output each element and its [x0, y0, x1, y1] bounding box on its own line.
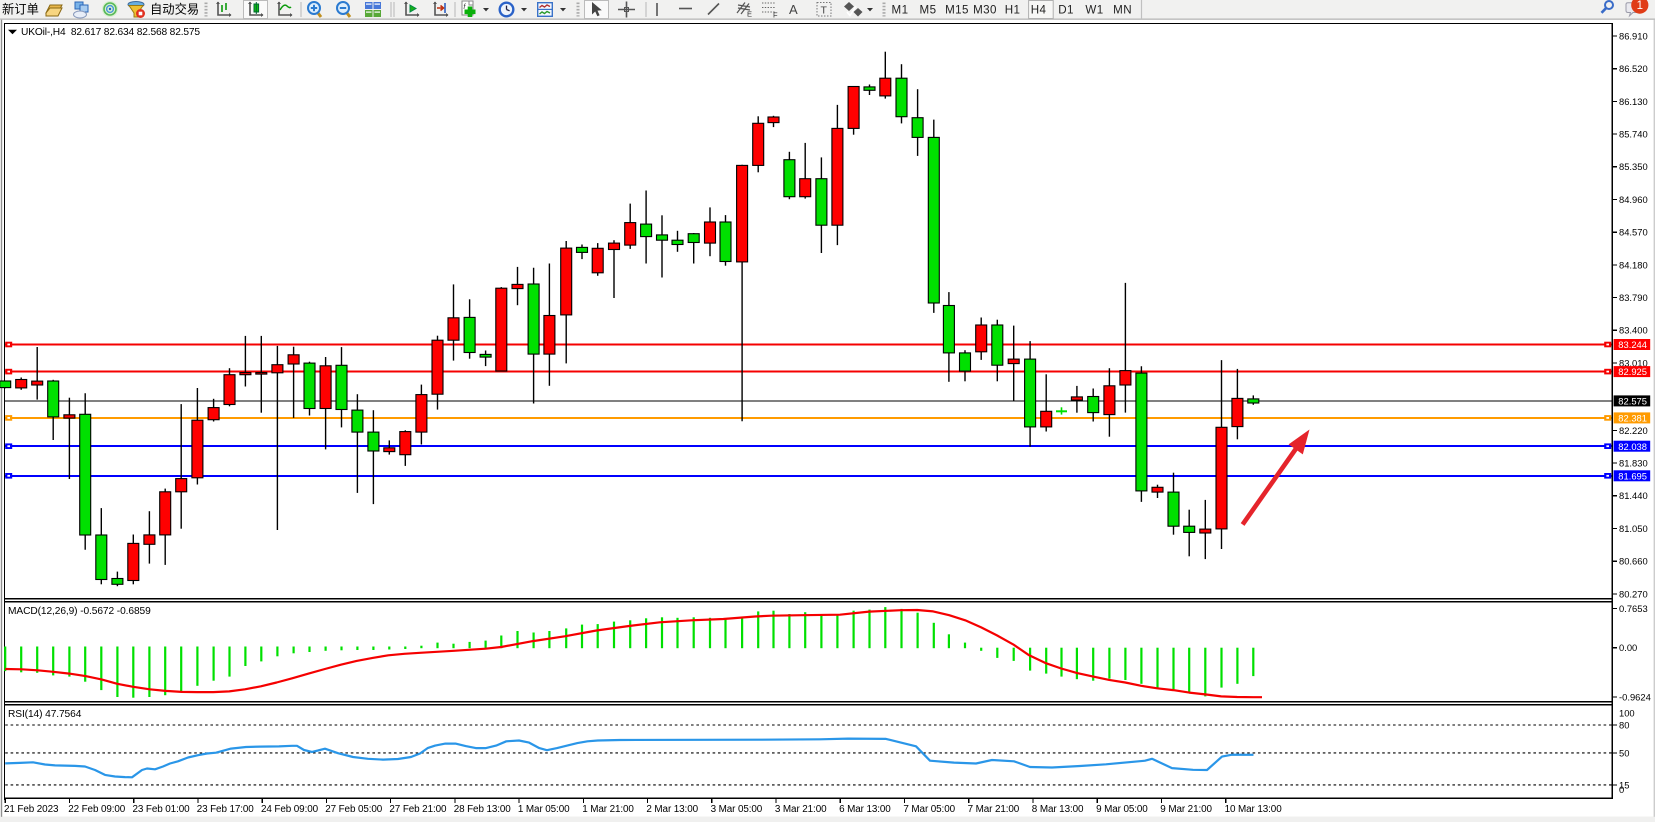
svg-text:83.790: 83.790: [1619, 292, 1648, 303]
svg-text:84.570: 84.570: [1619, 227, 1648, 238]
svg-text:3 Mar 05:00: 3 Mar 05:00: [711, 804, 763, 815]
svg-text:86.130: 86.130: [1619, 96, 1648, 107]
svg-text:1: 1: [1637, 0, 1643, 12]
svg-text:85.740: 85.740: [1619, 129, 1648, 140]
svg-text:1 Mar 05:00: 1 Mar 05:00: [518, 804, 570, 815]
svg-text:MN: MN: [1113, 4, 1132, 17]
svg-text:50: 50: [1619, 747, 1629, 758]
svg-text:MACD(12,26,9) -0.5672 -0.6859: MACD(12,26,9) -0.5672 -0.6859: [8, 606, 151, 617]
svg-text:自动交易: 自动交易: [150, 2, 199, 17]
svg-text:9 Mar 05:00: 9 Mar 05:00: [1096, 804, 1148, 815]
svg-text:10 Mar 13:00: 10 Mar 13:00: [1225, 804, 1283, 815]
svg-text:84.960: 84.960: [1619, 194, 1648, 205]
svg-text:F: F: [773, 11, 778, 20]
svg-text:83.244: 83.244: [1618, 339, 1647, 350]
svg-text:83.010: 83.010: [1619, 357, 1648, 368]
svg-text:3 Mar 21:00: 3 Mar 21:00: [775, 804, 827, 815]
svg-text:82.575: 82.575: [1618, 396, 1647, 407]
svg-text:15: 15: [1619, 779, 1629, 790]
svg-text:M1: M1: [892, 4, 909, 17]
svg-text:23 Feb 17:00: 23 Feb 17:00: [197, 804, 255, 815]
svg-text:81.050: 81.050: [1619, 523, 1648, 534]
svg-text:23 Feb 01:00: 23 Feb 01:00: [133, 804, 191, 815]
svg-text:22 Feb 09:00: 22 Feb 09:00: [68, 804, 126, 815]
svg-text:82.925: 82.925: [1618, 366, 1647, 377]
svg-text:27 Feb 21:00: 27 Feb 21:00: [389, 804, 447, 815]
svg-text:A: A: [789, 2, 798, 17]
svg-text:0.7653: 0.7653: [1619, 603, 1648, 614]
svg-text:E: E: [747, 10, 752, 19]
svg-text:85.350: 85.350: [1619, 161, 1648, 172]
svg-text:新订单: 新订单: [2, 2, 39, 17]
svg-text:2 Mar 13:00: 2 Mar 13:00: [646, 804, 698, 815]
svg-text:6 Mar 13:00: 6 Mar 13:00: [839, 804, 891, 815]
svg-text:0.00: 0.00: [1619, 642, 1637, 653]
svg-text:T: T: [821, 5, 828, 17]
svg-text:21 Feb 2023: 21 Feb 2023: [4, 804, 59, 815]
svg-text:H4: H4: [1031, 4, 1047, 17]
svg-text:81.695: 81.695: [1618, 470, 1647, 481]
svg-text:81.830: 81.830: [1619, 458, 1648, 469]
svg-text:D1: D1: [1058, 4, 1074, 17]
svg-text:UKOil-,H4 82.617 82.634 82.56: UKOil-,H4 82.617 82.634 82.568 82.575: [21, 27, 200, 38]
svg-text:M30: M30: [973, 4, 997, 17]
svg-text:81.440: 81.440: [1619, 490, 1648, 501]
svg-text:80.270: 80.270: [1619, 588, 1648, 599]
svg-text:0: 0: [1619, 784, 1624, 795]
svg-text:82.381: 82.381: [1618, 413, 1647, 424]
svg-text:86.910: 86.910: [1619, 30, 1648, 41]
svg-text:83.400: 83.400: [1619, 325, 1648, 336]
svg-text:H1: H1: [1005, 4, 1021, 17]
svg-text:M5: M5: [920, 4, 937, 17]
svg-text:RSI(14) 47.7564: RSI(14) 47.7564: [8, 709, 82, 720]
svg-text:82.038: 82.038: [1618, 441, 1647, 452]
svg-text:-0.9624: -0.9624: [1619, 691, 1651, 702]
svg-text:8 Mar 13:00: 8 Mar 13:00: [1032, 804, 1084, 815]
svg-text:M15: M15: [945, 4, 969, 17]
svg-text:86.520: 86.520: [1619, 63, 1648, 74]
svg-text:9 Mar 21:00: 9 Mar 21:00: [1160, 804, 1212, 815]
svg-text:24 Feb 09:00: 24 Feb 09:00: [261, 804, 319, 815]
svg-text:W1: W1: [1085, 4, 1103, 17]
svg-text:28 Feb 13:00: 28 Feb 13:00: [454, 804, 512, 815]
svg-text:84.180: 84.180: [1619, 259, 1648, 270]
svg-text:82.220: 82.220: [1619, 425, 1648, 436]
svg-text:f: f: [463, 4, 466, 11]
svg-text:7 Mar 21:00: 7 Mar 21:00: [968, 804, 1020, 815]
svg-text:27 Feb 05:00: 27 Feb 05:00: [325, 804, 383, 815]
svg-text:100: 100: [1619, 707, 1635, 718]
svg-text:80.660: 80.660: [1619, 556, 1648, 567]
svg-text:1 Mar 21:00: 1 Mar 21:00: [582, 804, 634, 815]
svg-text:80: 80: [1619, 719, 1629, 730]
svg-text:7 Mar 05:00: 7 Mar 05:00: [903, 804, 955, 815]
